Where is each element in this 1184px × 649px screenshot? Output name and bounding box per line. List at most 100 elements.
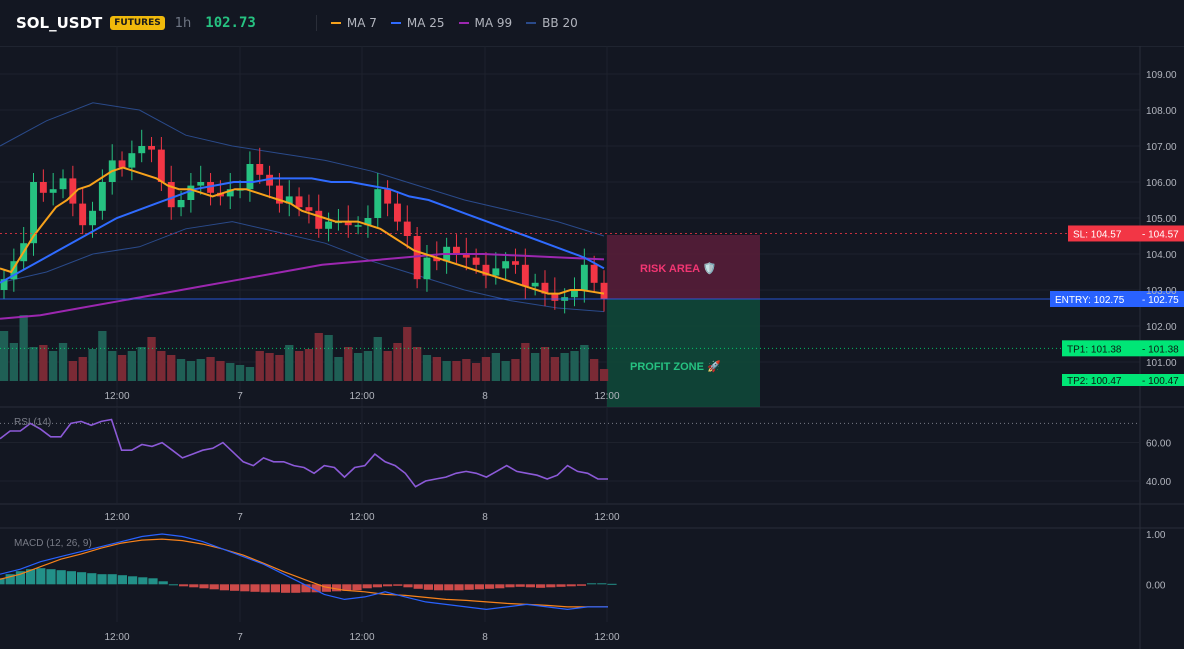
candle-body (138, 146, 146, 154)
volume-bars (0, 315, 609, 381)
ma25-swatch (390, 22, 401, 24)
volume-bar (344, 347, 353, 381)
candle-body (344, 221, 352, 226)
candle-body (531, 282, 539, 287)
volume-bar (354, 353, 363, 381)
volume-bar (521, 343, 530, 381)
volume-bar (255, 351, 264, 381)
macd-signal-line (0, 538, 608, 608)
symbol-title[interactable]: SOL_USDT (16, 14, 103, 32)
macd-histogram-bar (240, 584, 250, 592)
tp2-label-box (1062, 374, 1140, 386)
volume-bar (275, 355, 284, 381)
macd-histogram-bar (209, 584, 219, 590)
rsi-label: RSI (14) (14, 417, 51, 428)
macd-histogram-bar (281, 584, 291, 593)
macd-histogram-bar (5, 574, 15, 585)
sl-axis-value: - 104.57 (1142, 229, 1179, 240)
legend-ma99[interactable]: MA 99 (458, 16, 513, 30)
candle-body (423, 257, 431, 280)
candle-body (266, 174, 273, 186)
volume-bar (216, 361, 225, 381)
macd-histogram-bar (230, 584, 240, 591)
candle-body (354, 225, 362, 227)
price-tick-label: 103.00 (1146, 286, 1177, 297)
legend-ma7[interactable]: MA 7 (330, 16, 377, 30)
macd-histogram-bar (260, 584, 270, 593)
time-tick-label: 7 (237, 391, 243, 402)
macd-histogram-bar (128, 576, 138, 585)
macd-histogram-bar (117, 575, 127, 585)
time-tick-label: 12:00 (104, 512, 129, 523)
candle-body (580, 264, 588, 290)
volume-bar (570, 351, 579, 381)
volume-bar (334, 357, 343, 381)
volume-bar (432, 357, 441, 381)
candle-body (364, 218, 372, 226)
candle-body (69, 178, 77, 204)
ma7-swatch (330, 22, 341, 24)
candle-body (295, 196, 303, 208)
macd-line (0, 533, 608, 611)
legend-ma25[interactable]: MA 25 (390, 16, 445, 30)
last-price: 102.73 (205, 15, 256, 31)
volume-bar (413, 347, 422, 381)
profit-zone-label: PROFIT ZONE 🚀 (630, 360, 721, 373)
candle-body (276, 185, 283, 204)
volume-bar (540, 347, 550, 381)
macd-histogram-bar (495, 584, 505, 589)
volume-bar (403, 327, 412, 381)
candle-body (246, 164, 254, 190)
candle-body (590, 264, 598, 283)
volume-bar (108, 351, 117, 381)
macd-histogram-bar (321, 584, 331, 592)
macd-histogram-bar (464, 584, 474, 590)
risk-area-label: RISK AREA 🛡️ (640, 262, 716, 275)
legend-bb20[interactable]: BB 20 (526, 16, 578, 30)
macd-histogram-bar (219, 584, 229, 591)
legend-bb20-label: BB 20 (542, 16, 578, 30)
volume-bar (58, 343, 68, 381)
macd-histogram-bar (423, 584, 433, 590)
macd-histogram-bar (250, 584, 260, 592)
macd-histogram-bar (485, 584, 495, 589)
macd-tick-label: 1.00 (1146, 530, 1166, 541)
ma25-line (0, 177, 605, 284)
timeframe-label[interactable]: 1h (174, 15, 192, 31)
candle-body (433, 257, 441, 262)
volume-bar (462, 359, 471, 381)
macd-histogram-bar (26, 569, 36, 585)
tp2-axis-box (1140, 374, 1184, 386)
macd-histogram-bar (77, 572, 87, 585)
macd-histogram-bar (332, 584, 342, 592)
volume-bar (314, 333, 323, 381)
volume-bar (501, 361, 510, 381)
macd-histogram-bar (107, 574, 117, 585)
profit-zone-box (607, 299, 760, 407)
macd-histogram-bar (362, 584, 372, 589)
candle-body (551, 293, 559, 301)
volume-bar (560, 353, 569, 381)
candle-body (492, 268, 500, 276)
macd-histogram-bar (597, 583, 607, 585)
macd-histogram-bar (87, 573, 97, 585)
macd-histogram-bar (607, 583, 617, 585)
candle-body (413, 236, 421, 280)
volume-bar (0, 331, 9, 381)
macd-histogram-bar (301, 584, 311, 593)
candle-body (600, 282, 608, 299)
macd-histogram-bar (148, 578, 158, 585)
rsi-panel: 60.00 40.00 (0, 418, 1171, 488)
candle-body (0, 279, 8, 290)
legend-ma99-label: MA 99 (474, 16, 513, 30)
volume-bar (78, 357, 87, 381)
macd-histogram-bar (393, 584, 403, 586)
bb-lower-line (0, 221, 605, 313)
tp1-label: TP1: 101.38 (1067, 344, 1122, 355)
candle-body (167, 182, 175, 208)
chart-header: SOL_USDT FUTURES 1h 102.73 MA 7 MA 25 MA… (0, 0, 1184, 47)
tp1-axis-value: - 101.38 (1142, 344, 1179, 355)
volume-bar (49, 351, 58, 381)
macd-histogram-bar (15, 571, 25, 585)
